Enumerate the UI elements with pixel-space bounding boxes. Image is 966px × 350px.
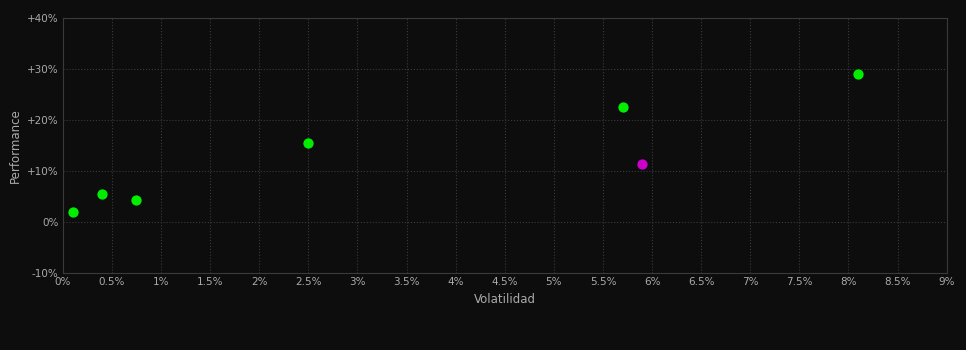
Point [615,104,631,110]
X-axis label: Volatilidad: Volatilidad [473,293,536,306]
Point [128,198,144,203]
Point [850,71,866,77]
Point [65,209,80,215]
Point [95,191,110,197]
Point [635,161,650,167]
Y-axis label: Performance: Performance [9,108,21,183]
Point [300,140,316,146]
